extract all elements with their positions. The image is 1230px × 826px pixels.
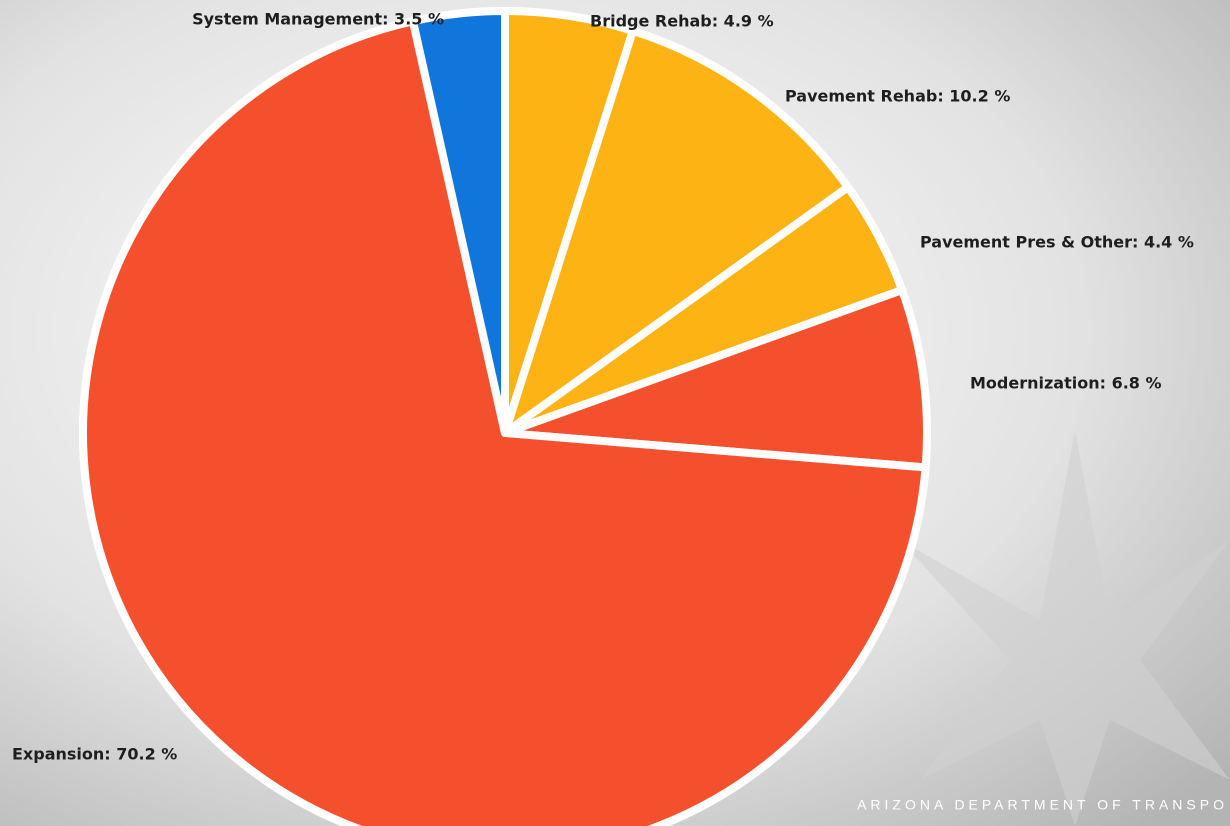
- background-star: [900, 430, 1230, 826]
- data-label: Expansion: 70.2 %: [12, 745, 177, 764]
- data-label: Pavement Pres & Other: 4.4 %: [920, 233, 1194, 252]
- data-label: Pavement Rehab: 10.2 %: [785, 87, 1010, 106]
- data-label: System Management: 3.5 %: [192, 10, 444, 29]
- pie-slice: [79, 17, 930, 826]
- footer: ARIZONA DEPARTMENT OF TRANSPO: [857, 797, 1228, 813]
- pie-slice: [501, 26, 852, 437]
- data-label: Modernization: 6.8 %: [970, 374, 1162, 393]
- pie-slice: [408, 7, 509, 437]
- labels: Bridge Rehab: 4.9 % Pavement Rehab: 10.2 …: [12, 10, 1194, 764]
- data-label: Bridge Rehab: 4.9 %: [590, 12, 774, 31]
- pie-slice: [501, 286, 931, 472]
- pie: [79, 7, 931, 826]
